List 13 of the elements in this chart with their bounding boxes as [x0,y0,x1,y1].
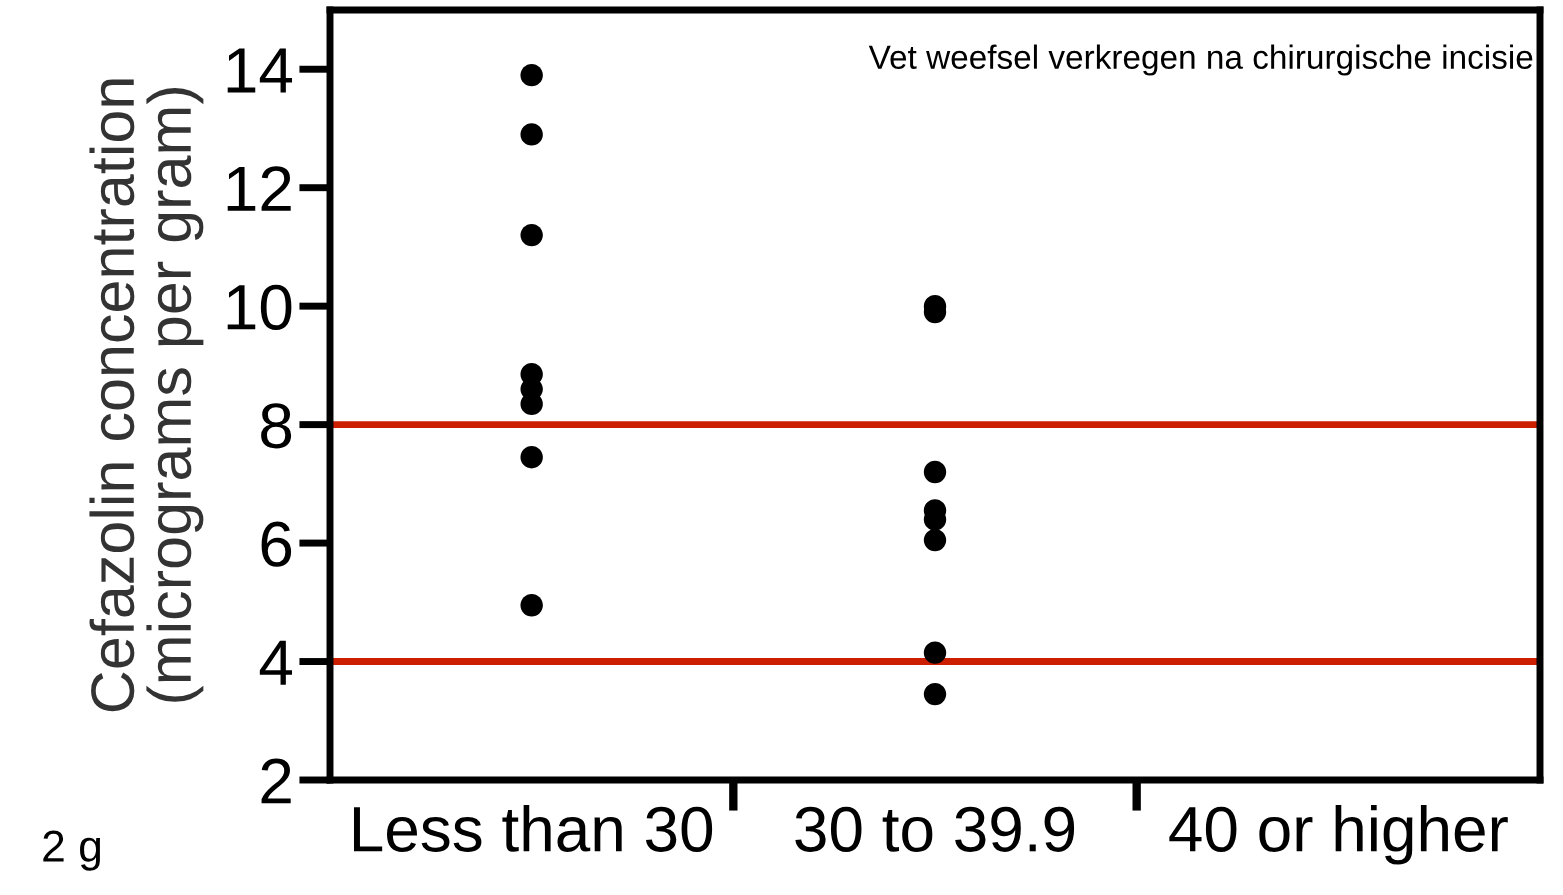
x-tick-label: 30 to 39.9 [795,806,1075,852]
y-tick-label: 12 [227,166,291,211]
y-tick-label: 6 [261,521,292,567]
x-tick-label: 40 or higher [1169,805,1508,865]
annotation: Vet weefsel verkregen na chirurgische incisie [868,44,1533,76]
y-tick-label: 2 [261,758,291,804]
y-tick-label: 10 [227,284,292,330]
text: 2 g [43,830,101,871]
y-tick-label: 4 [259,640,293,685]
y-tick-label: 14 [227,48,293,93]
y-axis-title: Cefazolin concentration (micrograms per gram) [89,79,204,712]
x-tick-label: Less than 30 [353,805,713,852]
y-tick-label: 8 [261,403,292,449]
